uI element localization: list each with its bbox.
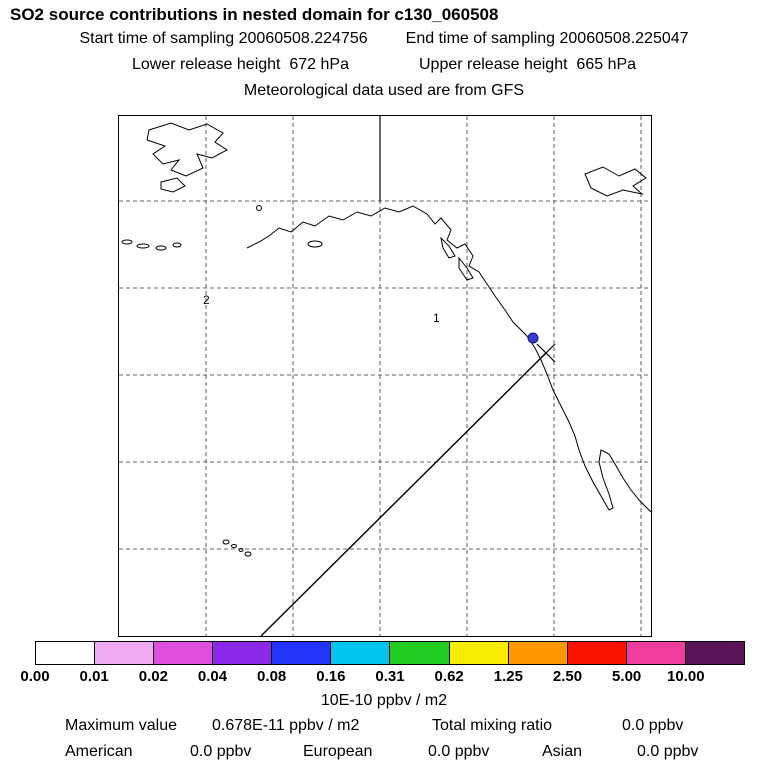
map-gridlines — [119, 116, 651, 636]
colorbar — [35, 641, 745, 665]
colorbar-segment — [330, 642, 390, 664]
colorbar-units-label: 10E-10 ppbv / m2 — [320, 692, 448, 709]
colorbar-tick-label: 1.25 — [493, 668, 523, 685]
colorbar-tick-label: 0.16 — [316, 668, 346, 685]
maximum-value-label: Maximum value — [65, 717, 178, 734]
coastlines — [121, 122, 652, 557]
colorbar-tick-label: 0.62 — [434, 668, 464, 685]
colorbar-tick-label: 0.08 — [257, 668, 287, 685]
colorbar-tick-label: 0.02 — [138, 668, 168, 685]
region-asian-label: Asian — [542, 743, 583, 760]
colorbar-tick-label: 0.00 — [20, 668, 50, 685]
colorbar-segment — [94, 642, 154, 664]
domain-label-1: 1 — [433, 311, 440, 325]
colorbar-tick-label: 5.00 — [612, 668, 642, 685]
release-heights-row: Lower release height 672 hPa Upper relea… — [0, 56, 768, 74]
region-asian-value: 0.0 ppbv — [637, 743, 699, 760]
maximum-value-text: 0.678E-11 ppbv / m2 — [212, 717, 360, 734]
domain-label-2: 2 — [203, 293, 210, 307]
colorbar-segment — [212, 642, 272, 664]
met-data-row: Meteorological data used are from GFS — [0, 82, 768, 100]
source-dot-marker — [527, 332, 539, 344]
region-american-label: American — [65, 743, 133, 760]
upper-release-text: Upper release height 665 hPa — [419, 56, 637, 73]
sample-x-marker — [536, 343, 556, 363]
colorbar-tick-label: 10.00 — [667, 668, 705, 685]
region-american-value: 0.0 ppbv — [190, 743, 252, 760]
region-european-value: 0.0 ppbv — [428, 743, 490, 760]
map-svg: 2 1 — [119, 116, 652, 637]
total-mixing-ratio-value: 0.0 ppbv — [622, 717, 684, 734]
end-time-text: End time of sampling 20060508.225047 — [405, 30, 689, 47]
colorbar-segment — [271, 642, 331, 664]
colorbar-segment — [153, 642, 213, 664]
colorbar-tick-label: 0.04 — [197, 668, 228, 685]
colorbar-segment — [389, 642, 449, 664]
colorbar-ticks: 0.00 0.01 0.02 0.04 0.08 0.16 0.31 0.62 1.25 2.50… — [20, 668, 745, 686]
map-panel: 2 1 — [118, 115, 652, 637]
total-mixing-ratio-label: Total mixing ratio — [432, 717, 553, 734]
colorbar-tick-label: 0.01 — [79, 668, 109, 685]
colorbar-tick-label: 0.31 — [375, 668, 405, 685]
met-data-text: Meteorological data used are from GFS — [243, 82, 525, 99]
sampling-times-row: Start time of sampling 20060508.224756 E… — [0, 30, 768, 48]
colorbar-segment — [566, 642, 626, 664]
page-title: SO2 source contributions in nested domai… — [10, 5, 499, 24]
colorbar-segment — [684, 642, 744, 664]
colorbar-segment — [448, 642, 508, 664]
colorbar-segment — [625, 642, 685, 664]
colorbar-segment — [507, 642, 567, 664]
colorbar-segment — [36, 642, 95, 664]
region-european-label: European — [303, 743, 373, 760]
trajectory-line — [260, 352, 547, 637]
colorbar-tick-label: 2.50 — [552, 668, 583, 685]
start-time-text: Start time of sampling 20060508.224756 — [79, 30, 368, 47]
lower-release-text: Lower release height 672 hPa — [131, 56, 349, 73]
